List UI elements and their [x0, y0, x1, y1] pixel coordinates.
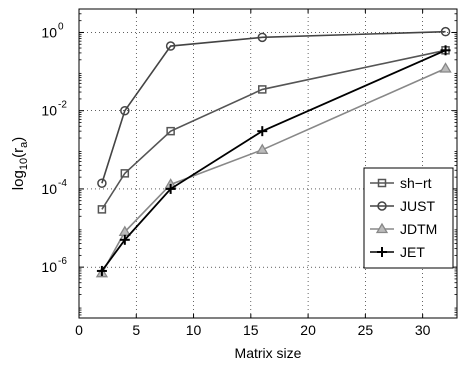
y-tick-label: 10 [41, 24, 57, 40]
x-tick-label: 15 [243, 322, 259, 338]
y-tick-exponent: 0 [58, 21, 64, 32]
legend-label: JET [400, 244, 425, 260]
data-point-plus [96, 265, 107, 276]
y-tick-exponent: -2 [58, 100, 67, 111]
y-tick-label: 10 [41, 259, 57, 275]
legend: sh−rt JUST JDTM JET [363, 167, 454, 269]
plot-frame [78, 8, 458, 319]
data-point-plus [165, 183, 176, 194]
series-jet [96, 45, 451, 276]
legend-label: JUST [400, 198, 435, 214]
y-axis-label-sub2: a [18, 141, 30, 148]
legend-entry: sh−rt [370, 175, 432, 191]
y-axis-label-paren: (r [10, 148, 27, 158]
series-layer [95, 26, 452, 278]
data-point-triangle [375, 222, 389, 234]
data-point-circle [120, 105, 130, 116]
data-point-circle [97, 178, 107, 188]
x-tick-label: 25 [358, 322, 374, 338]
x-tick-label: 30 [415, 322, 431, 338]
series-line [101, 30, 446, 184]
x-tick-label: 20 [300, 322, 316, 338]
y-axis-label-sub: 10 [18, 158, 30, 170]
legend-entry: JET [370, 244, 425, 260]
data-point-square [120, 169, 130, 178]
y-axis-label: log10(ra) [10, 137, 30, 190]
data-point-square [258, 85, 267, 94]
series-line [101, 49, 446, 210]
legend-entry: JUST [370, 198, 435, 214]
data-point-triangle [256, 143, 269, 154]
data-point-square [166, 126, 175, 136]
x-tick-label: 10 [186, 322, 202, 338]
x-axis-label: Matrix size [235, 345, 302, 361]
y-axis-label-close: ) [10, 137, 27, 142]
data-point-plus [377, 247, 387, 257]
legend-label: JDTM [400, 221, 437, 237]
legend-entry: JDTM [370, 221, 437, 237]
grid [78, 9, 457, 318]
series-just [97, 26, 451, 188]
data-point-square [377, 178, 387, 188]
data-point-square [97, 205, 107, 214]
y-axis-label-main: log [10, 170, 27, 190]
data-point-plus [440, 45, 451, 56]
y-tick-exponent: -4 [58, 178, 67, 189]
data-point-circle [377, 201, 387, 211]
data-point-triangle [439, 62, 452, 73]
y-tick-label: 10 [41, 103, 57, 119]
data-point-circle [165, 41, 176, 51]
x-tick-label: 0 [75, 322, 83, 338]
data-point-plus [119, 234, 130, 245]
y-tick-label: 10 [41, 181, 57, 197]
data-point-circle [257, 32, 268, 43]
legend-label: sh−rt [400, 175, 432, 191]
y-tick-exponent: -6 [58, 256, 67, 267]
x-tick-label: 5 [132, 322, 140, 338]
data-point-plus [257, 126, 268, 137]
data-point-circle [440, 26, 451, 37]
